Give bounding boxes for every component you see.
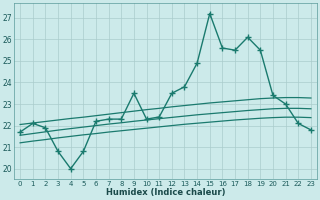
X-axis label: Humidex (Indice chaleur): Humidex (Indice chaleur) <box>106 188 225 197</box>
